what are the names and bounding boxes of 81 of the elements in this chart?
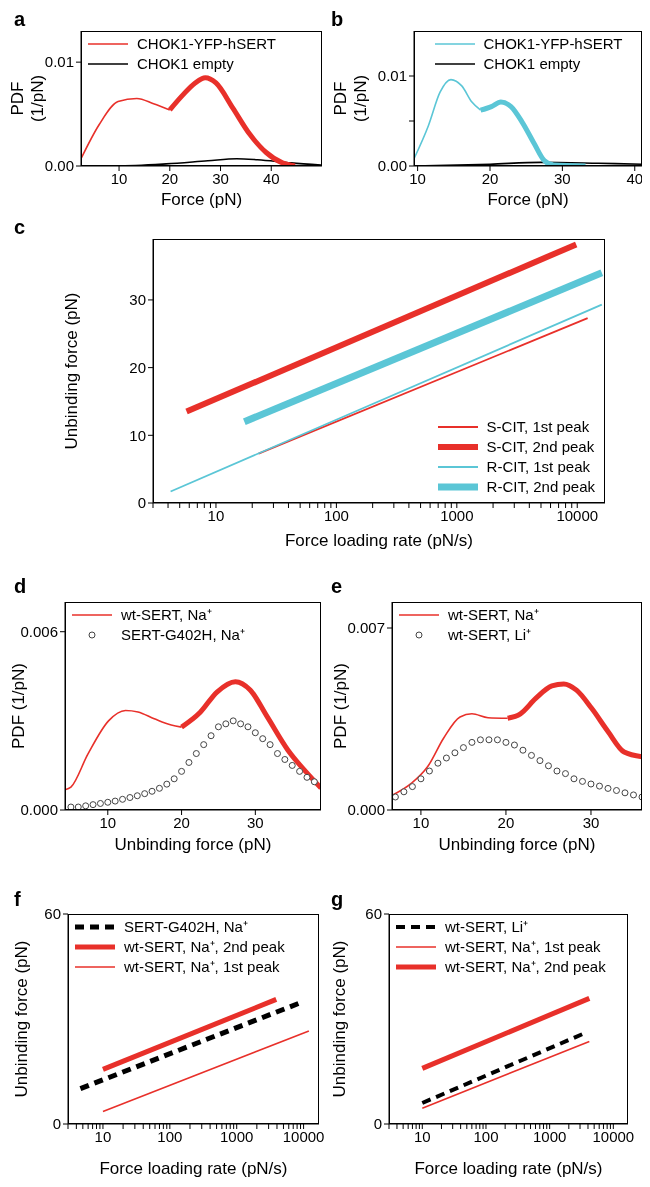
chart-title: f <box>14 888 21 911</box>
chart-title: c <box>14 216 26 239</box>
x-tick-label: 100 <box>473 1127 499 1145</box>
x-axis-title: Force (pN) <box>487 190 569 209</box>
y-tick-label: 10 <box>129 426 146 444</box>
x-axis-title: Force loading rate (pN/s) <box>284 531 474 550</box>
y-tick-label: 30 <box>129 291 146 309</box>
legend-label: CHOK1 empty <box>137 54 234 74</box>
y-tick-label: 60 <box>44 905 61 923</box>
x-tick-label: 20 <box>497 813 515 831</box>
x-tick-label: 100 <box>323 506 349 524</box>
legend-label: SERT-G402H, Na⁺ <box>124 917 248 937</box>
x-tick-label: 10000 <box>282 1127 325 1145</box>
legend-label: CHOK1 empty <box>483 54 581 74</box>
x-tick-label: 20 <box>161 169 179 187</box>
legend-label: wt-SERT, Na⁺, 2nd peak <box>445 957 606 977</box>
y-tick-label: 0 <box>137 494 146 512</box>
x-axis-title: Force (pN) <box>160 190 243 209</box>
x-tick-label: 20 <box>481 169 499 187</box>
y-tick-label: 60 <box>365 905 382 923</box>
x-axis-title: Unbinding force (pN) <box>438 835 596 854</box>
x-tick-label: 10 <box>413 1127 431 1145</box>
y-tick-label: 0.01 <box>44 53 74 71</box>
legend-label: R-CIT, 1st peak <box>486 457 590 477</box>
x-tick-label: 10000 <box>592 1127 635 1145</box>
x-tick-label: 10 <box>409 169 426 187</box>
x-tick-label: 10 <box>94 1127 112 1145</box>
legend-label: wt-SERT, Na⁺ <box>121 605 212 625</box>
y-tick-label: 0.01 <box>377 67 407 85</box>
x-tick-label: 1000 <box>440 506 474 524</box>
y-axis-title: Unbinding force (pN) <box>330 940 349 1098</box>
y-tick-label: 0.000 <box>20 801 58 819</box>
y-tick-label: 0.00 <box>377 157 407 175</box>
legend-label: CHOK1-YFP-hSERT <box>137 34 276 54</box>
x-axis-title: Force loading rate (pN/s) <box>414 1159 603 1178</box>
y-axis-title: PDF (1/pN) <box>9 663 28 749</box>
x-tick-label: 30 <box>247 813 264 831</box>
legend-label: S-CIT, 1st peak <box>486 417 590 437</box>
y-axis-title: PDF (1/pN) <box>8 74 47 123</box>
y-tick-label: 0 <box>373 1115 382 1133</box>
chart-title: b <box>331 8 344 31</box>
y-axis-title: Unbinding force (pN) <box>62 292 81 450</box>
chart-title: g <box>331 888 344 911</box>
legend-label: S-CIT, 2nd peak <box>486 437 595 457</box>
legend-label: wt-SERT, Li⁺ <box>445 917 529 937</box>
y-tick-label: 0.000 <box>347 801 385 819</box>
legend-label: CHOK1-YFP-hSERT <box>483 34 623 54</box>
x-tick-label: 10 <box>412 813 430 831</box>
y-axis-title: Unbinding force (pN) <box>12 940 31 1098</box>
x-axis-title: Force loading rate (pN/s) <box>99 1159 288 1178</box>
chart-title: d <box>14 575 27 598</box>
x-tick-label: 100 <box>157 1127 183 1145</box>
legend-label: wt-SERT, Na⁺, 1st peak <box>445 937 601 957</box>
chart-title: e <box>331 575 343 598</box>
x-tick-label: 40 <box>262 169 280 187</box>
legend-label: SERT-G402H, Na⁺ <box>121 625 245 645</box>
y-tick-label: 0.007 <box>347 619 385 637</box>
legend-label: wt-SERT, Na⁺, 1st peak <box>124 957 280 977</box>
y-tick-label: 0.006 <box>20 623 58 641</box>
y-tick-label: 0 <box>52 1115 61 1133</box>
legend-label: wt-SERT, Li⁺ <box>448 625 532 645</box>
x-tick-label: 20 <box>173 813 190 831</box>
y-axis-title: PDF (1/pN) <box>331 74 370 123</box>
chart-title: a <box>14 8 26 31</box>
y-axis-title: PDF (1/pN) <box>331 663 350 749</box>
legend-label: wt-SERT, Na⁺ <box>448 605 539 625</box>
legend-label: wt-SERT, Na⁺, 2nd peak <box>124 937 285 957</box>
x-tick-label: 40 <box>626 169 644 187</box>
x-axis-title: Unbinding force (pN) <box>114 835 272 854</box>
legend-label: R-CIT, 2nd peak <box>486 477 595 497</box>
x-tick-label: 10000 <box>556 506 599 524</box>
y-tick-label: 20 <box>129 358 146 376</box>
x-tick-label: 10 <box>207 506 225 524</box>
y-tick-label: 0.00 <box>44 157 74 175</box>
x-tick-label: 30 <box>212 169 229 187</box>
x-tick-label: 30 <box>582 813 600 831</box>
x-tick-label: 1000 <box>220 1127 254 1145</box>
x-tick-label: 1000 <box>532 1127 567 1145</box>
x-tick-label: 10 <box>110 169 128 187</box>
x-tick-label: 30 <box>554 169 571 187</box>
x-tick-label: 10 <box>99 813 117 831</box>
